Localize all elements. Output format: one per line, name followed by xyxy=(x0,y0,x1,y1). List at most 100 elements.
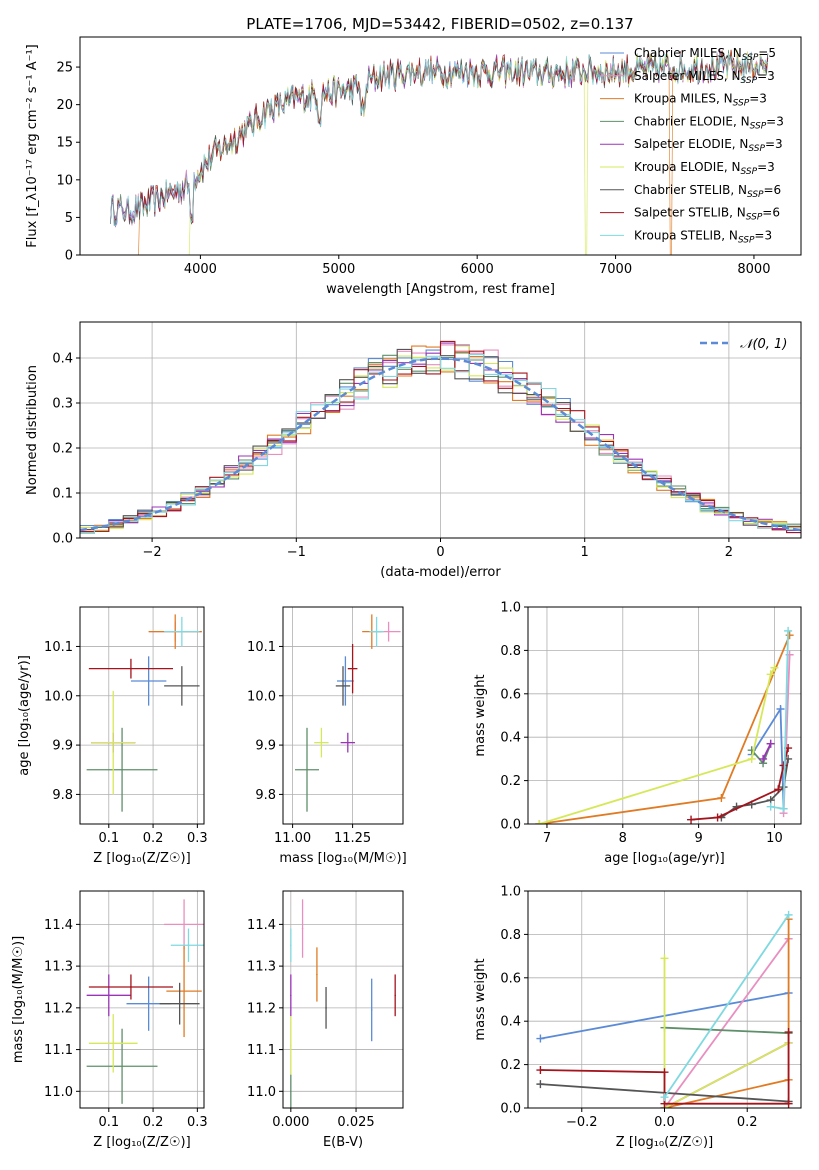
panel-weight-vs-Z: −0.2 0.0 0.2 0.0 0.2 0.4 0.6 0.8 1.0 Z [log₁₀(Z/Z… xyxy=(473,885,802,1150)
x-tick-label: 8000 xyxy=(737,262,770,277)
data-point xyxy=(178,1002,181,1005)
x-axis-label: wavelength [Angstrom, rest frame] xyxy=(326,282,555,297)
data-point xyxy=(344,680,347,682)
y-tick-label: 9.9 xyxy=(52,739,73,754)
weight-marker xyxy=(747,754,756,763)
weight-marker xyxy=(779,761,788,770)
y-tick-label: 0.1 xyxy=(52,487,73,502)
y-tick-label: 15 xyxy=(56,136,73,151)
figure-title: PLATE=1706, MJD=53442, FIBERID=0502, z=0… xyxy=(246,15,633,33)
x-tick-label: 1 xyxy=(581,545,589,560)
panel-mass-vs-Z: 0.1 0.2 0.3 11.0 11.1 11.2 11.3 11.4 Z [log₁₀(Z/… xyxy=(11,890,208,1150)
data-point xyxy=(187,944,190,947)
weight-marker xyxy=(784,626,793,635)
x-tick-label: 4000 xyxy=(184,262,217,277)
data-point xyxy=(316,973,318,976)
y-tick-label: 10.1 xyxy=(44,640,73,655)
x-tick-label: 6000 xyxy=(461,262,494,277)
data-point xyxy=(387,630,390,633)
weight-marker xyxy=(779,804,788,813)
x-tick-label: 0.1 xyxy=(98,1115,119,1130)
y-axis-label: mass weight xyxy=(473,674,488,756)
plot-area xyxy=(86,614,202,812)
x-axis-label: Z [log₁₀(Z/Z☉)] xyxy=(93,1135,190,1150)
data-point xyxy=(107,994,110,997)
data-point xyxy=(147,680,150,682)
y-axis-label: Flux [f_λ10⁻¹⁷ erg cm⁻² s⁻¹ A⁻¹] xyxy=(25,44,40,248)
x-tick-label: 0.2 xyxy=(737,1115,758,1130)
y-tick-label: 10.0 xyxy=(44,689,73,704)
data-point xyxy=(290,994,292,997)
data-point xyxy=(306,768,308,771)
x-tick-label: 7 xyxy=(543,831,551,846)
weight-marker xyxy=(536,1034,545,1043)
axes-frame xyxy=(527,890,802,1109)
y-tick-label: 9.8 xyxy=(52,788,73,803)
weight-line-4 xyxy=(762,743,772,760)
histogram-8 xyxy=(80,354,801,535)
plot-area xyxy=(290,899,396,1108)
legend-label: Salpeter MILES, NSSP=3 xyxy=(634,69,775,86)
x-tick-label: 0.3 xyxy=(187,1115,208,1130)
panel-age-vs-mass: 11.00 11.25 9.8 9.9 10.0 10.1 mass [log₁₀(M/M☉… xyxy=(247,606,407,866)
y-tick-label: 1.0 xyxy=(500,885,521,900)
y-tick-label: 11.2 xyxy=(44,1001,73,1016)
data-point xyxy=(347,741,349,744)
data-point xyxy=(320,741,323,744)
x-tick-label: 0.025 xyxy=(337,1115,374,1130)
axes-frame xyxy=(79,36,802,256)
plot-area xyxy=(110,49,769,255)
legend-label: Chabrier MILES, NSSP=5 xyxy=(634,46,776,63)
data-point xyxy=(121,768,123,771)
y-tick-label: 11.3 xyxy=(44,960,73,975)
axes-frame xyxy=(79,321,802,539)
plot-area xyxy=(80,340,801,535)
panel-age-vs-Z: 0.1 0.2 0.3 9.8 9.9 10.0 10.1 Z [log₁₀(Z/Z☉)] ag… xyxy=(17,606,208,866)
weight-marker xyxy=(776,704,785,713)
weight-marker xyxy=(759,754,768,763)
plot-area xyxy=(535,626,794,824)
data-point xyxy=(370,1009,373,1011)
data-point xyxy=(301,927,304,930)
spectrum-line-8 xyxy=(110,51,769,227)
weight-line-3 xyxy=(664,1026,789,1034)
data-point xyxy=(290,1090,292,1093)
weight-line-8 xyxy=(663,914,790,1098)
weight-marker xyxy=(660,1068,669,1077)
data-point xyxy=(181,685,183,687)
plot-area xyxy=(86,899,204,1104)
x-tick-label: 0 xyxy=(436,545,444,560)
x-axis-label: mass [log₁₀(M/M☉)] xyxy=(279,851,406,866)
axes-frame xyxy=(282,606,404,825)
weight-marker xyxy=(785,631,794,640)
weight-line-5 xyxy=(663,958,790,1108)
y-tick-label: 0.4 xyxy=(52,352,73,367)
y-axis-label: mass [log₁₀(M/M☉)] xyxy=(11,936,26,1063)
panel-spectrum: 4000 5000 6000 7000 8000 0 5 10 15 20 25 wavelength… xyxy=(25,36,802,297)
legend-label: Kroupa STELIB, NSSP=3 xyxy=(634,228,772,245)
weight-marker xyxy=(687,815,696,824)
data-point xyxy=(181,630,183,633)
data-point xyxy=(342,685,344,687)
spectrum-legend: Chabrier MILES, NSSP=5 Salpeter MILES, NS… xyxy=(600,46,784,245)
weight-line-2 xyxy=(539,634,791,824)
x-axis-label: Z [log₁₀(Z/Z☉)] xyxy=(93,851,190,866)
data-point xyxy=(147,1002,150,1005)
y-tick-label: 0.0 xyxy=(52,532,73,547)
weight-marker xyxy=(717,793,726,802)
panel-weight-vs-age: 7 8 9 10 0.0 0.2 0.4 0.6 0.8 1.0 age [log₁₀(age/yr… xyxy=(473,601,802,866)
x-tick-label: −1 xyxy=(287,545,306,560)
y-tick-label: 11.3 xyxy=(247,960,276,975)
x-axis-label: Z [log₁₀(Z/Z☉)] xyxy=(616,1135,713,1150)
weight-line-5 xyxy=(539,667,776,824)
y-axis-label: mass weight xyxy=(473,958,488,1040)
x-tick-label: −0.2 xyxy=(566,1115,598,1130)
weight-marker xyxy=(660,1093,669,1102)
panel-mass-vs-ebv: 0.000 0.025 11.0 11.1 11.2 11.3 11.4 E(B-V) xyxy=(247,890,404,1150)
y-tick-label: 0.3 xyxy=(52,397,73,412)
y-tick-label: 0.4 xyxy=(500,1015,521,1030)
weight-marker xyxy=(660,954,669,963)
weight-marker xyxy=(536,1080,545,1089)
plot-area xyxy=(536,910,793,1108)
y-tick-label: 0.0 xyxy=(500,1102,521,1117)
